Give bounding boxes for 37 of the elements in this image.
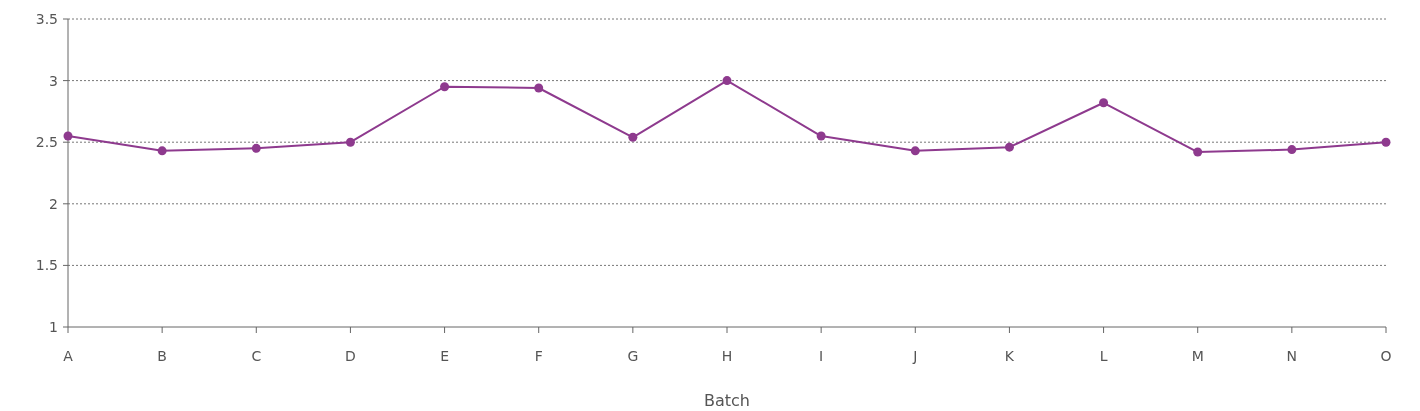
x-tick-label: F xyxy=(534,348,543,364)
x-tick-label: E xyxy=(440,348,449,364)
x-tick-label: C xyxy=(251,348,262,364)
point xyxy=(345,137,355,147)
point xyxy=(1381,137,1391,147)
point xyxy=(1287,145,1297,155)
y-tick-label: 1.5 xyxy=(35,257,58,274)
x-tick-label: N xyxy=(1286,348,1298,364)
point xyxy=(1004,142,1014,152)
y-tick-label: 1 xyxy=(49,318,58,335)
point xyxy=(251,143,261,153)
point xyxy=(910,146,920,156)
point xyxy=(1193,147,1203,157)
x-tick-label: G xyxy=(627,348,639,364)
y-tick-label: 2.5 xyxy=(35,134,58,151)
x-tick-label: M xyxy=(1191,348,1204,364)
point xyxy=(440,82,450,92)
x-tick-label: H xyxy=(721,348,733,364)
y-tick-label: 2 xyxy=(49,195,58,212)
x-tick-label: J xyxy=(912,348,918,364)
point xyxy=(722,76,732,86)
x-tick-label: L xyxy=(1099,348,1108,364)
x-tick-label: A xyxy=(63,348,74,364)
point xyxy=(63,131,73,141)
point xyxy=(534,83,544,93)
x-tick-label: B xyxy=(157,348,167,364)
x-axis-title: Batch xyxy=(704,391,750,410)
y-tick-label: 3.5 xyxy=(35,10,58,27)
point xyxy=(816,131,826,141)
x-tick-label: K xyxy=(1004,348,1015,364)
point xyxy=(1099,98,1109,108)
y-tick-label: 3 xyxy=(49,72,58,89)
x-tick-label: I xyxy=(819,348,824,364)
point xyxy=(628,132,638,142)
x-tick-label: O xyxy=(1380,348,1392,364)
x-tick-label: D xyxy=(345,348,356,364)
point xyxy=(157,146,167,156)
